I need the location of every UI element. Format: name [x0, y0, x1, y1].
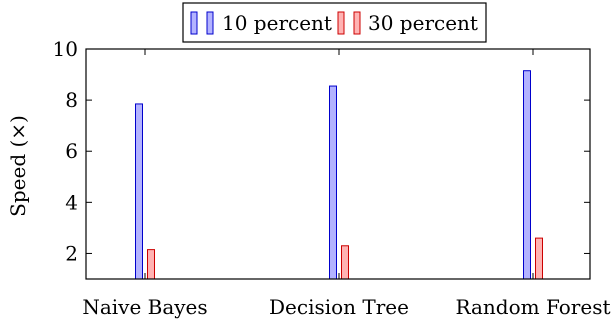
- y-axis-label: Speed (×): [6, 115, 30, 217]
- bar-10-percent-naive-bayes: [135, 103, 143, 280]
- bar-10-percent-decision-tree: [329, 85, 337, 280]
- bar-10-percent-random-forest: [523, 70, 531, 280]
- x-tick-label-decision-tree: Decision Tree: [269, 295, 409, 319]
- x-tick-label-naive-bayes: Naive Bayes: [82, 295, 207, 319]
- legend-label-10-percent: 10 percent: [222, 11, 332, 35]
- legend-box: [182, 2, 487, 43]
- bar-30-percent-random-forest: [535, 237, 543, 280]
- legend: 10 percent 30 percent: [182, 2, 487, 43]
- x-tick-label-random-forest: Random Forest: [455, 295, 610, 319]
- y-ticks: 2 4 6 8 10: [53, 37, 590, 265]
- bar-30-percent-naive-bayes: [147, 249, 155, 280]
- legend-entry-30-percent: 30 percent: [337, 11, 478, 35]
- plot-frame: [85, 48, 591, 280]
- y-tick-label-6: 6: [65, 139, 78, 163]
- y-tick-label-2: 2: [65, 241, 78, 265]
- bar-30-percent-decision-tree: [341, 245, 349, 280]
- legend-swatch-10-percent-a: [190, 11, 198, 35]
- bars: [135, 70, 543, 280]
- legend-label-30-percent: 30 percent: [368, 11, 478, 35]
- legend-swatch-30-percent-b: [353, 11, 361, 35]
- y-tick-label-4: 4: [65, 190, 78, 214]
- y-tick-label-8: 8: [65, 88, 78, 112]
- legend-entry-10-percent: 10 percent: [190, 11, 332, 35]
- legend-swatch-10-percent-b: [206, 11, 214, 35]
- legend-swatch-30-percent-a: [337, 11, 345, 35]
- y-tick-label-10: 10: [53, 37, 78, 61]
- x-ticks: Naive Bayes Decision Tree Random Forest: [82, 49, 611, 319]
